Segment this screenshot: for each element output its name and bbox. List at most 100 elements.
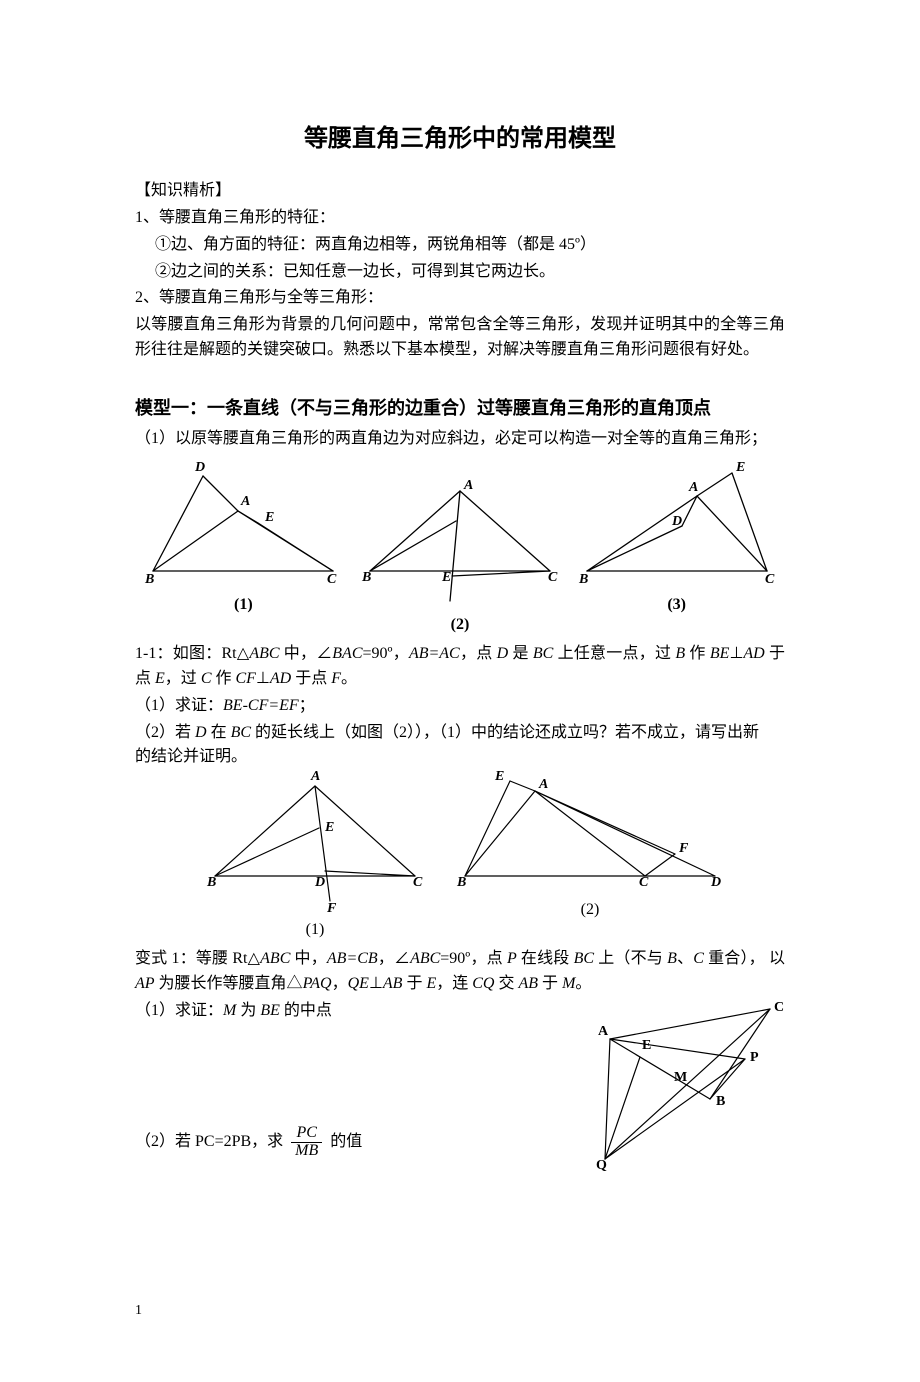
- variant-1-line1: 变式 1：等腰 Rt△ABC 中，AB=CB，∠ABC=90º，点 P 在线段 …: [135, 947, 785, 997]
- t: AD: [270, 670, 291, 687]
- svg-text:E: E: [324, 820, 334, 835]
- t: ，: [332, 975, 348, 992]
- t: BC: [533, 645, 553, 662]
- t: ⊥: [256, 670, 270, 687]
- fig-top-1: DAEBC: [135, 461, 352, 591]
- fraction-den: MB: [291, 1143, 322, 1160]
- t: E: [155, 670, 165, 687]
- svg-text:A: A: [240, 494, 250, 509]
- model1-desc: （1）以原等腰直角三角形的两直角边为对应斜边，必定可以构造一对全等的直角三角形；: [135, 427, 785, 452]
- t: 中，: [290, 950, 327, 967]
- page-number: 1: [135, 1300, 785, 1322]
- svg-text:C: C: [774, 1000, 784, 1015]
- t: 于: [402, 975, 426, 992]
- t: 的结论并证明。: [135, 748, 247, 765]
- svg-text:B: B: [456, 875, 466, 890]
- t: 变式 1：等腰 Rt△: [135, 950, 260, 967]
- svg-text:B: B: [144, 572, 154, 587]
- t: D: [195, 724, 207, 741]
- t: 。: [341, 670, 357, 687]
- svg-text:B: B: [361, 570, 371, 585]
- svg-text:F: F: [678, 841, 689, 856]
- svg-text:D: D: [671, 514, 682, 529]
- fig-mid-2-label: (2): [455, 898, 725, 923]
- t: D: [497, 645, 509, 662]
- t: 是: [508, 645, 533, 662]
- fig-mid-1: A E B D C F: [195, 766, 435, 916]
- t: CQ: [472, 975, 494, 992]
- t: =90º，点: [440, 950, 507, 967]
- fraction-pc-mb: PC MB: [291, 1125, 322, 1160]
- svg-text:C: C: [548, 570, 558, 585]
- problem-1-1-q2: （2）若 D 在 BC 的延长线上（如图（2）），（1）中的结论还成立吗？若不成…: [135, 721, 785, 771]
- t: =90º，: [362, 645, 408, 662]
- fig-top-3-label: (3): [568, 593, 785, 618]
- svg-text:E: E: [735, 461, 745, 475]
- t: 于点: [291, 670, 331, 687]
- t: （2）若 PC=2PB，求: [135, 1133, 283, 1150]
- svg-text:A: A: [688, 480, 698, 495]
- svg-text:D: D: [194, 461, 205, 475]
- fig-mid-1-label: (1): [195, 918, 435, 943]
- svg-text:Q: Q: [596, 1158, 607, 1173]
- t: BE: [260, 1002, 280, 1019]
- t: B: [667, 950, 677, 967]
- t: ABC: [249, 645, 279, 662]
- figures-mid-row: A E B D C F (1) A E F B C D (2): [135, 766, 785, 943]
- t: M: [223, 1002, 236, 1019]
- t: AP: [135, 975, 155, 992]
- svg-text:D: D: [314, 875, 325, 890]
- t: ，点: [460, 645, 497, 662]
- t: M: [562, 975, 575, 992]
- svg-text:P: P: [750, 1050, 759, 1065]
- t: QE: [348, 975, 369, 992]
- fig-top-1-label: (1): [135, 593, 352, 618]
- t: AB=AC: [409, 645, 460, 662]
- t: 作: [685, 645, 710, 662]
- t: 的值: [330, 1133, 362, 1150]
- t: 上（不与: [594, 950, 667, 967]
- t: 1-1：如图：Rt△: [135, 645, 249, 662]
- t: C: [201, 670, 212, 687]
- fig-top-2: A B E C: [352, 461, 569, 611]
- svg-text:A: A: [310, 769, 320, 784]
- sec1-pt1: ①边、角方面的特征：两直角边相等，两锐角相等（都是 45º）: [135, 233, 785, 258]
- svg-text:B: B: [206, 875, 216, 890]
- t: 重合），: [704, 950, 765, 967]
- sec1-pt2: ②边之间的关系：已知任意一边长，可得到其它两边长。: [135, 260, 785, 285]
- svg-text:C: C: [413, 875, 423, 890]
- svg-text:D: D: [710, 875, 721, 890]
- svg-text:C: C: [765, 572, 775, 587]
- svg-text:E: E: [441, 570, 451, 585]
- svg-text:B: B: [716, 1094, 725, 1109]
- svg-text:A: A: [463, 478, 473, 493]
- t: 在线段: [517, 950, 574, 967]
- problem-1-1-line1: 1-1：如图：Rt△ABC 中，∠BAC=90º，AB=AC，点 D 是 BC …: [135, 642, 785, 692]
- t: AD: [743, 645, 764, 662]
- knowledge-header: 【知识精析】: [135, 179, 785, 204]
- model1-title: 模型一：一条直线（不与三角形的边重合）过等腰直角三角形的直角顶点: [135, 395, 785, 423]
- t: BE-CF=EF: [223, 697, 299, 714]
- svg-text:E: E: [264, 510, 274, 525]
- t: B: [675, 645, 685, 662]
- variant-1-block: ACPBEMQ （1）求证：M 为 BE 的中点 （2）若 PC=2PB，求 P…: [135, 999, 785, 1160]
- t: BAC: [332, 645, 362, 662]
- t: ，∠: [378, 950, 410, 967]
- t: 、: [677, 950, 693, 967]
- svg-text:C: C: [639, 875, 649, 890]
- t: AB: [383, 975, 403, 992]
- t: PAQ: [303, 975, 332, 992]
- sec1-heading: 1、等腰直角三角形的特征：: [135, 206, 785, 231]
- fig-right: ACPBEMQ: [570, 999, 785, 1179]
- t: 为: [236, 1002, 260, 1019]
- page-title: 等腰直角三角形中的常用模型: [135, 120, 785, 157]
- t: ABC: [260, 950, 290, 967]
- t: F: [331, 670, 341, 687]
- t: 中，∠: [280, 645, 333, 662]
- t: 以: [769, 950, 785, 967]
- t: AB=CB: [327, 950, 378, 967]
- t: P: [507, 950, 517, 967]
- fig-mid-2: AEFBCD: [455, 766, 725, 896]
- svg-text:F: F: [326, 901, 337, 916]
- t: E: [426, 975, 436, 992]
